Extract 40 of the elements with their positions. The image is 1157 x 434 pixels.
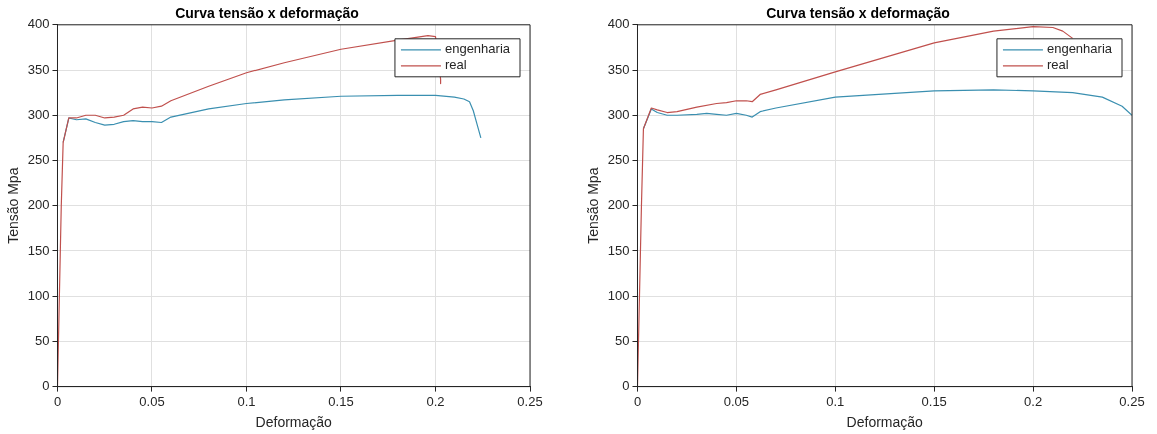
y-tick-label: 100	[27, 287, 50, 303]
x-axis-title: Deformação	[846, 414, 924, 431]
legend-label: engenharia	[444, 41, 511, 57]
y-tick-label: 200	[607, 197, 630, 213]
x-tick-label: 0.2	[426, 393, 445, 409]
y-tick-label: 150	[27, 242, 50, 258]
legend-label: real	[1046, 57, 1069, 73]
y-tick-label: 100	[607, 287, 630, 303]
x-tick-label: 0.15	[328, 393, 354, 409]
x-tick-label: 0.25	[1119, 393, 1145, 409]
y-tick-label: 400	[27, 16, 50, 32]
y-tick-label: 350	[607, 61, 630, 77]
y-tick-label: 300	[607, 106, 630, 122]
y-tick-label: 350	[27, 61, 50, 77]
x-tick-label: 0.15	[921, 393, 947, 409]
y-tick-label: 300	[27, 106, 50, 122]
x-axis-title: Deformação	[255, 414, 333, 431]
x-tick-label: 0.05	[723, 393, 750, 409]
y-tick-label: 250	[607, 152, 630, 168]
y-tick-label: 150	[607, 242, 630, 258]
y-tick-label: 400	[607, 16, 630, 32]
y-tick-label: 0	[42, 378, 50, 394]
chart-title: Curva tensão x deformação	[175, 5, 359, 22]
y-tick-label: 50	[35, 332, 50, 348]
chart-title: Curva tensão x deformação	[766, 5, 950, 22]
y-tick-label: 0	[622, 378, 630, 394]
x-tick-label: 0	[633, 393, 642, 409]
legend-label: real	[444, 57, 467, 73]
y-tick-label: 200	[27, 197, 50, 213]
x-tick-label: 0.05	[139, 393, 165, 409]
x-tick-label: 0	[53, 393, 62, 409]
x-tick-label: 0.1	[237, 393, 256, 409]
x-tick-label: 0.2	[1024, 393, 1043, 409]
x-tick-label: 0.25	[517, 393, 543, 409]
x-tick-label: 0.1	[826, 393, 845, 409]
y-tick-label: 250	[27, 152, 50, 168]
y-axis-title: Tensão Mpa	[585, 167, 602, 244]
y-axis-title: Tensão Mpa	[5, 167, 22, 244]
y-tick-label: 50	[615, 332, 630, 348]
legend-label: engenharia	[1046, 41, 1113, 57]
